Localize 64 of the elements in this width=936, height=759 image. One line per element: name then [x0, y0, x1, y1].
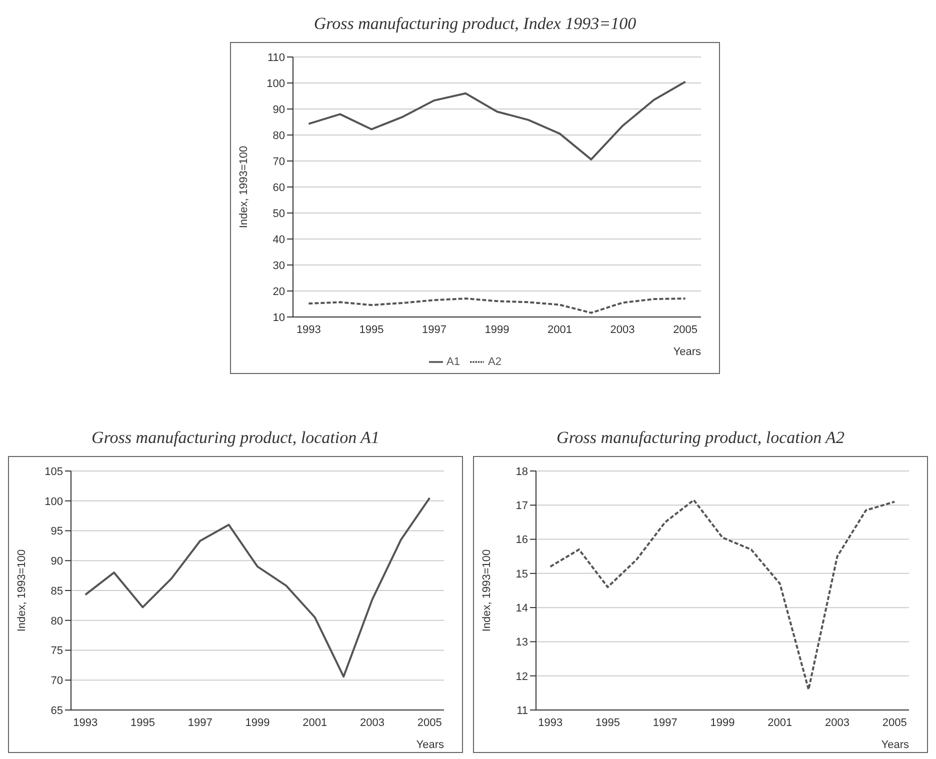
x-tick-label: 2003	[610, 324, 635, 336]
x-tick-label: 2005	[417, 716, 442, 729]
y-tick-label: 12	[516, 670, 528, 683]
y-tick-label: 85	[50, 585, 63, 598]
x-tick-label: 1997	[652, 716, 678, 729]
y-tick-label: 60	[272, 182, 285, 194]
legend-label: A1	[446, 356, 460, 368]
y-tick-label: 110	[267, 52, 285, 64]
y-tick-label: 50	[272, 208, 285, 220]
y-tick-label: 95	[50, 526, 63, 538]
line-series	[549, 499, 896, 691]
y-tick-label: 14	[516, 602, 528, 614]
x-axis-title: Years	[881, 739, 910, 751]
y-tick-label: 11	[516, 704, 528, 717]
x-tick-label: 1993	[73, 716, 98, 729]
x-tick-label: 2001	[548, 324, 572, 336]
y-tick-label: 100	[266, 78, 285, 90]
y-tick-label: 100	[44, 496, 63, 508]
x-tick-label: 1995	[359, 324, 384, 336]
x-tick-label: 2001	[768, 716, 792, 729]
x-tick-label: 1995	[130, 716, 155, 729]
y-tick-label: 18	[516, 466, 528, 478]
y-tick-label: 20	[272, 286, 285, 298]
y-axis-title: Index, 1993=100	[16, 549, 28, 632]
x-tick-label: 2003	[360, 716, 385, 729]
y-axis-title: Index, 1993=100	[480, 549, 493, 632]
x-tick-label: 1995	[595, 716, 620, 729]
y-tick-label: 13	[516, 636, 528, 649]
x-tick-label: 1993	[538, 716, 563, 729]
y-tick-label: 40	[272, 234, 285, 246]
x-tick-label: 2005	[882, 716, 907, 729]
y-tick-label: 65	[50, 704, 63, 717]
x-tick-label: 1999	[484, 324, 510, 336]
chart-title: Gross manufacturing product, location A2	[556, 428, 846, 448]
y-tick-label: 105	[44, 466, 63, 478]
chart-title: Gross manufacturing product, location A1	[90, 428, 380, 448]
x-tick-label: 1997	[188, 716, 212, 729]
y-tick-label: 15	[516, 568, 528, 580]
y-tick-label: 90	[272, 104, 285, 116]
y-tick-label: 70	[50, 675, 63, 688]
y-tick-label: 70	[272, 156, 285, 168]
legend-label: A2	[488, 356, 502, 368]
x-tick-label: 2003	[825, 716, 850, 729]
line-series	[308, 298, 686, 314]
line-series	[308, 80, 686, 160]
x-tick-label: 1999	[710, 716, 735, 729]
y-tick-label: 10	[272, 312, 285, 324]
y-tick-label: 30	[272, 260, 285, 272]
line-series	[84, 496, 431, 678]
y-tick-label: 90	[50, 556, 63, 568]
x-axis-title: Years	[673, 346, 702, 358]
x-tick-label: 1999	[245, 716, 270, 729]
x-axis-title: Years	[416, 739, 444, 751]
y-tick-label: 17	[516, 500, 528, 512]
y-tick-label: 75	[50, 645, 63, 658]
x-tick-label: 1993	[296, 324, 321, 336]
x-tick-label: 1997	[422, 324, 446, 336]
x-tick-label: 2001	[302, 716, 328, 729]
y-axis-title: Index, 1993=100	[238, 146, 250, 228]
chart-title: Gross manufacturing product, Index 1993=100	[312, 14, 638, 34]
y-tick-label: 80	[50, 615, 63, 628]
y-tick-label: 80	[272, 130, 285, 142]
y-tick-label: 16	[516, 534, 528, 546]
x-tick-label: 2005	[673, 324, 698, 336]
